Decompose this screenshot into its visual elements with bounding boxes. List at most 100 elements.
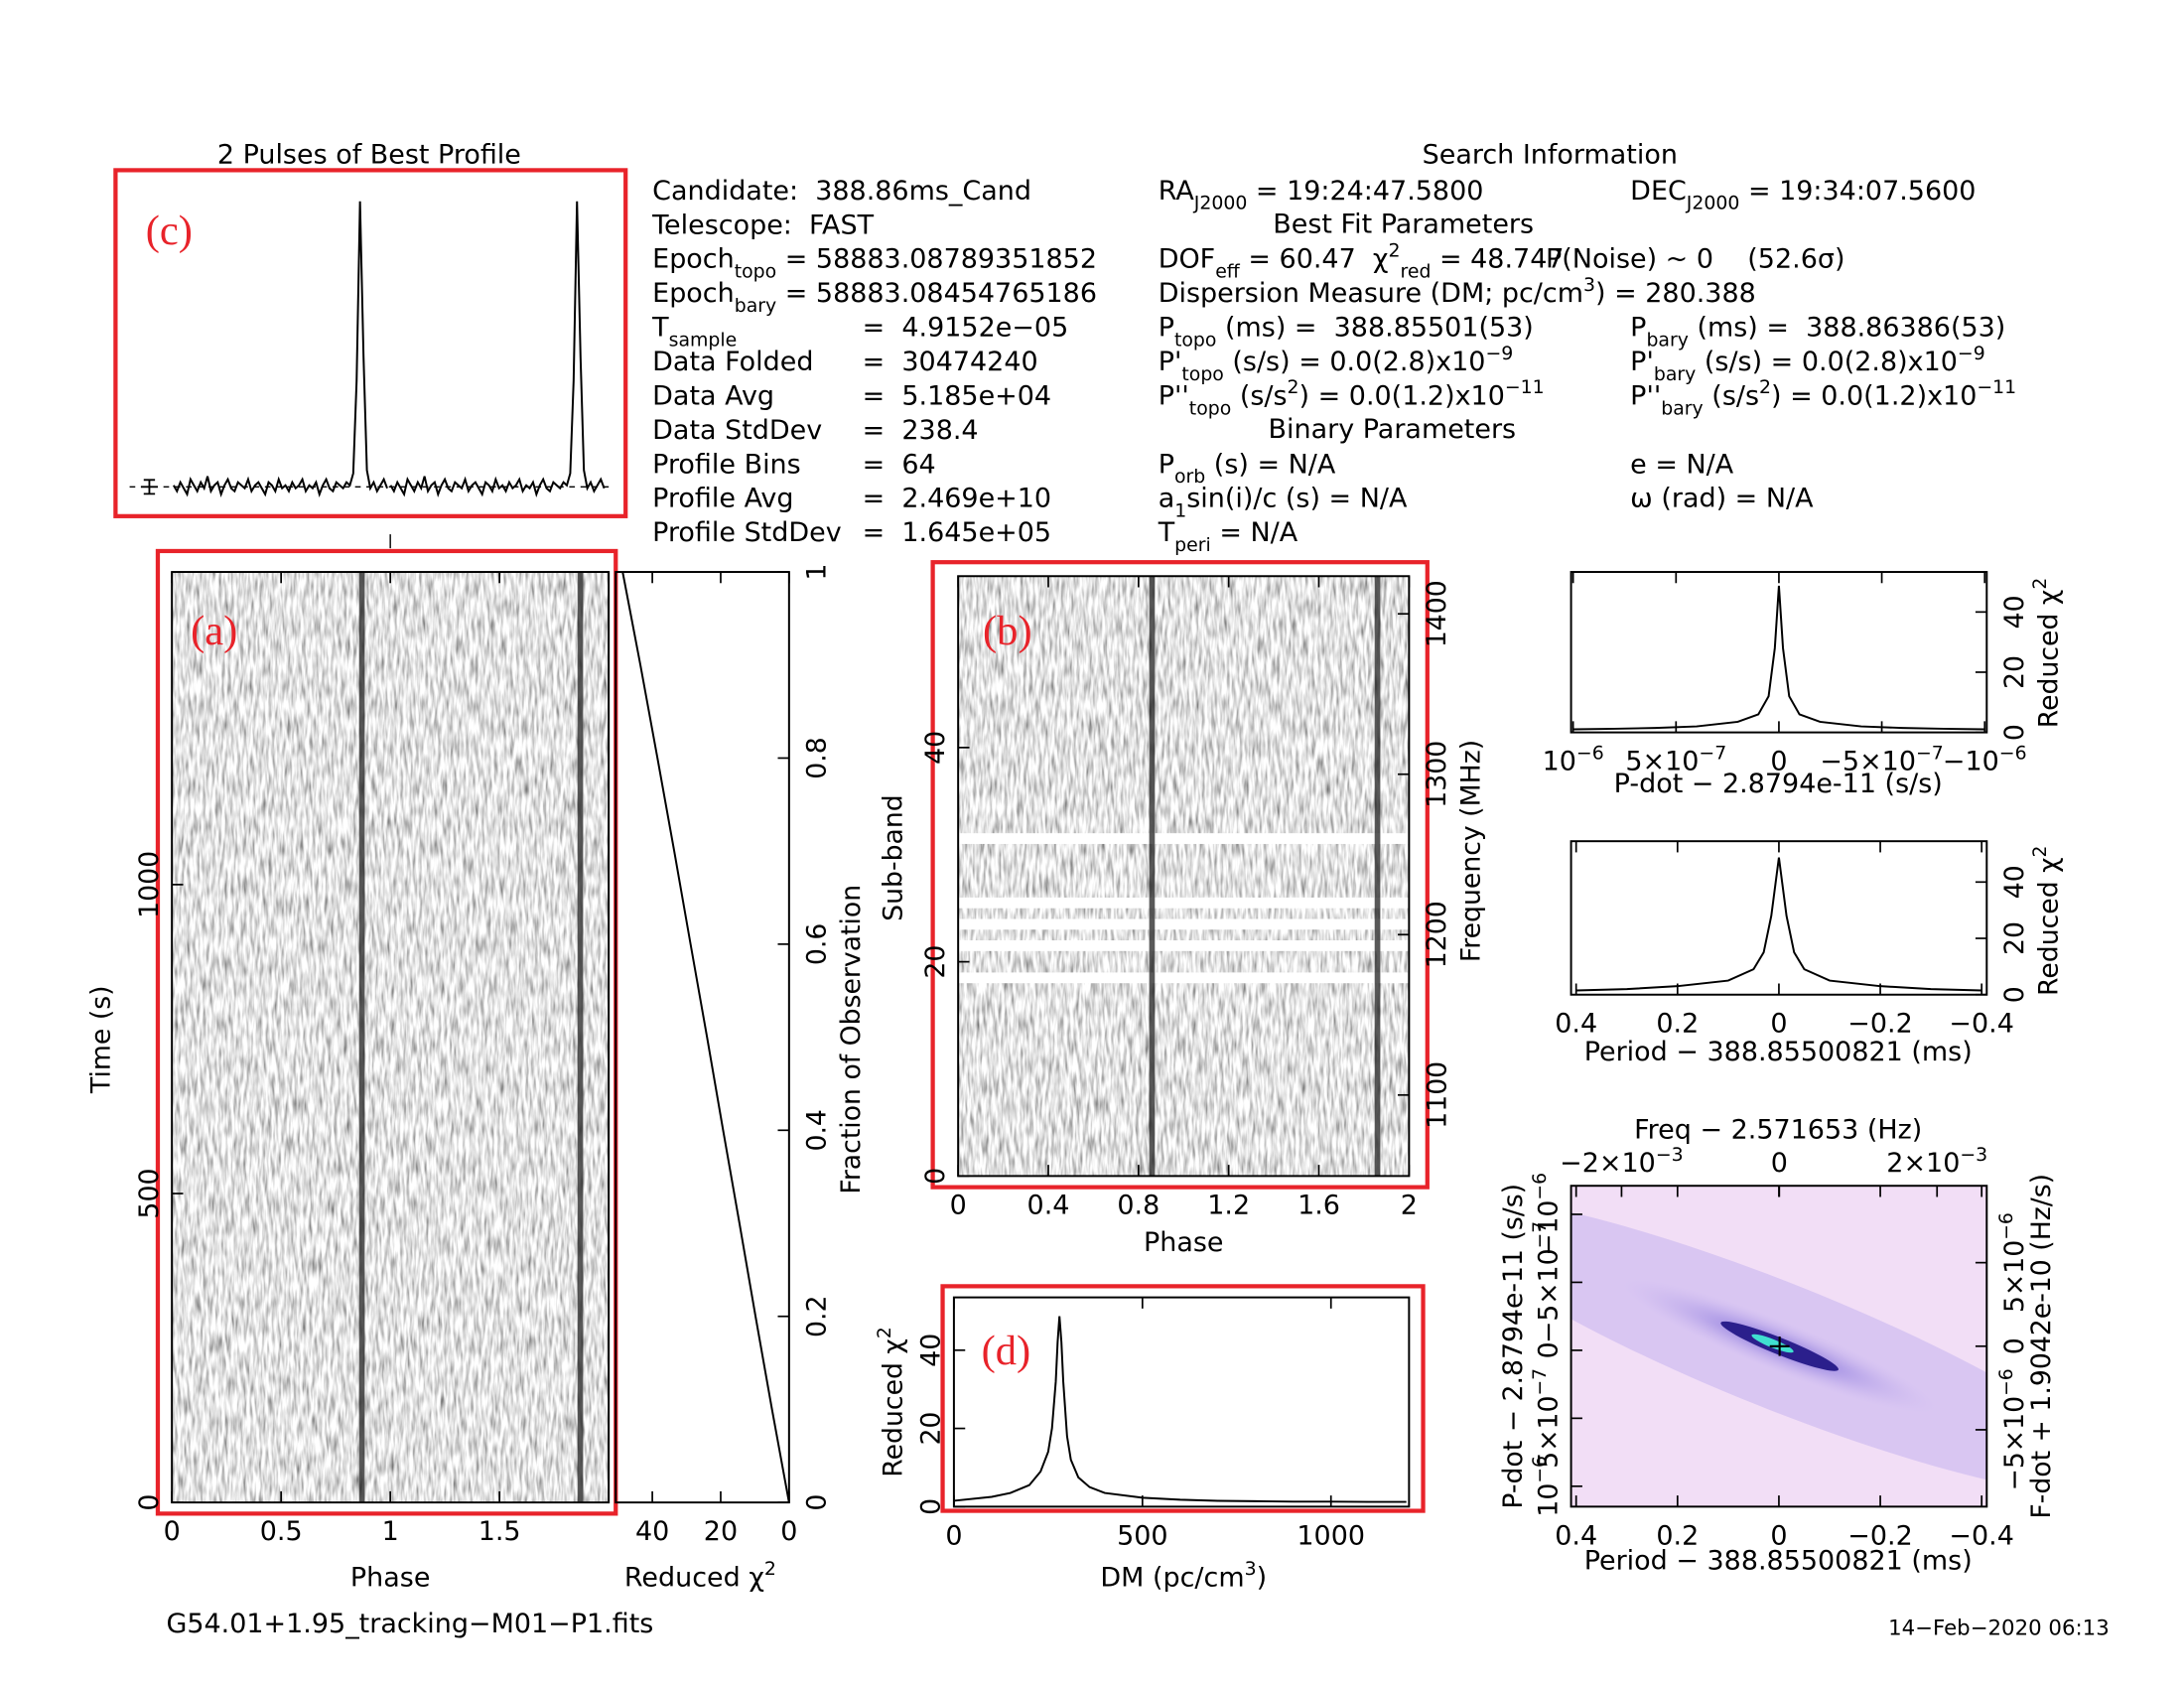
text-segment: bary (735, 296, 776, 317)
x-tick-label: 0 (1770, 1520, 1787, 1551)
text-segment: Reduced χ (624, 1563, 764, 1594)
text-segment: Candidate: 388.86ms_Cand (652, 176, 1031, 207)
info-header: Best Fit Parameters (1273, 210, 1534, 240)
profile-error-bar (140, 479, 158, 495)
x2-tick-label: 0 (1771, 1148, 1788, 1179)
text-segment: −3 (1960, 1145, 1987, 1166)
text-segment: ) (1257, 1563, 1268, 1594)
text-segment: −10 (1943, 747, 1999, 777)
text-segment: Profile Avg (652, 484, 793, 514)
text-segment: Reduced χ (2033, 590, 2064, 729)
text-segment: bary (1661, 398, 1703, 419)
axis-label: Period − 388.85500821 (ms) (1584, 1037, 1973, 1067)
pulse-track (577, 572, 584, 1503)
highlight-d (940, 1284, 1426, 1513)
axis-label: Period − 388.85500821 (ms) (1584, 1546, 1973, 1577)
best-fit-marker (1769, 1336, 1790, 1356)
info-text: P(Noise) ~ 0 (52.6σ) (1546, 244, 1844, 275)
y2-tick-label: 1100 (1422, 1061, 1452, 1129)
plane-image (1570, 1186, 1987, 1507)
x-tick-label: 0.5 (260, 1516, 303, 1547)
zapped-subband (958, 972, 1410, 984)
text-segment: 3 (1583, 275, 1595, 296)
highlight-c (113, 168, 628, 518)
info-header: Binary Parameters (1269, 414, 1517, 445)
axis-label: Phase (350, 1563, 431, 1594)
y2-tick-label: 40 (1999, 865, 2030, 899)
profile-curve (389, 201, 606, 497)
x-tick-label: −10−6 (1943, 743, 2027, 776)
text-segment: −3 (1656, 1145, 1684, 1166)
zapped-subband (958, 833, 1410, 844)
text-segment: Profile Bins (652, 449, 801, 480)
text-segment: P' (1159, 347, 1182, 377)
pulse-track (1149, 576, 1156, 1177)
x-tick-label: 0.8 (1117, 1190, 1160, 1220)
text-segment: 10 (1533, 1483, 1564, 1517)
y-tick-label: 0 (916, 1498, 947, 1515)
text-segment: (s/s) = 0.0(2.8)x10 (1224, 347, 1486, 377)
text-segment: Reduced χ (878, 1338, 908, 1477)
axis-label: Reduced χ2 (2030, 846, 2064, 996)
y-tick-label: 1000 (134, 851, 165, 918)
text-segment: P'' (1630, 381, 1661, 412)
y-tick-label: −5×10−7 (1530, 1221, 1564, 1343)
info-value: = 5.185e+04 (863, 381, 1051, 412)
pulse-track (1374, 576, 1381, 1177)
text-segment: peri (1174, 535, 1211, 556)
text-segment: = 60.47 χ (1240, 244, 1389, 275)
x-tick-label: 1.5 (478, 1516, 521, 1547)
info-text: RAJ2000 = 19:24:47.5800 (1159, 176, 1484, 214)
x-tick-label: 1.6 (1297, 1190, 1340, 1220)
text-segment: Data Folded (652, 347, 813, 377)
y-tick-label: 10−6 (1530, 1456, 1564, 1516)
text-segment: Reduced χ (2033, 857, 2064, 996)
y2-tick-label: 1 (802, 564, 833, 581)
text-segment: eff (1215, 262, 1241, 283)
text-segment: topo (1174, 331, 1216, 352)
y2-tick-label: 0 (1999, 1337, 2030, 1354)
x-tick-label: 40 (635, 1516, 669, 1547)
chi2-curve (1572, 585, 1985, 731)
panel-label: (d) (982, 1328, 1031, 1374)
text-segment: 10 (1543, 747, 1576, 777)
x-tick-label: 1000 (1297, 1520, 1365, 1551)
text-segment: 2 (2030, 578, 2051, 590)
axis-label: Sub-band (878, 794, 908, 921)
text-segment: 3 (1245, 1559, 1257, 1580)
y-tick-label: 0 (920, 1168, 951, 1185)
y-tick-label: 0 (1533, 1341, 1564, 1358)
info-text: Profile StdDev (652, 517, 842, 548)
chi2-curve (953, 1316, 1407, 1503)
info-text: Dispersion Measure (DM; pc/cm3) = 280.38… (1159, 275, 1756, 309)
info-text: Profile Avg (652, 484, 793, 514)
text-segment: 2 (2030, 846, 2051, 858)
y-tick-label: 5×10−7 (1530, 1368, 1564, 1469)
x-tick-label: 1.2 (1207, 1190, 1250, 1220)
y2-tick-label: −5×10−6 (1996, 1368, 2030, 1490)
axis-label: Frequency (MHz) (1455, 740, 1486, 962)
plot-frame (957, 575, 1411, 1178)
text-segment: a (1159, 484, 1175, 514)
info-text: P'bary (s/s) = 0.0(2.8)x10−9 (1630, 344, 1985, 385)
info-text: Candidate: 388.86ms_Cand (652, 176, 1031, 207)
text-segment: −9 (1485, 344, 1513, 364)
text-segment: −2×10 (1560, 1148, 1656, 1179)
x-tick-label: 10−6 (1543, 743, 1604, 776)
text-segment: 2 (1759, 377, 1771, 398)
x-tick-label: −5×10−7 (1820, 743, 1943, 776)
highlight-boxes (113, 168, 1430, 1516)
y2-tick-label: 0 (1999, 724, 2030, 741)
text-segment: P (1159, 313, 1174, 344)
info-text: Profile Bins (652, 449, 801, 480)
text-segment: = 19:34:07.5600 (1739, 176, 1976, 207)
text-segment: DM (pc/cm (1100, 1563, 1244, 1594)
text-segment: e = N/A (1630, 449, 1734, 480)
panel-label: (b) (983, 608, 1032, 654)
x-tick-label: −0.2 (1847, 1009, 1912, 1040)
text-segment: −5×10 (1999, 1396, 2030, 1491)
text-segment: P'' (1159, 381, 1189, 412)
text-segment: Profile StdDev (652, 517, 842, 548)
text-segment: −7 (1699, 743, 1726, 764)
text-segment: topo (1181, 364, 1223, 385)
